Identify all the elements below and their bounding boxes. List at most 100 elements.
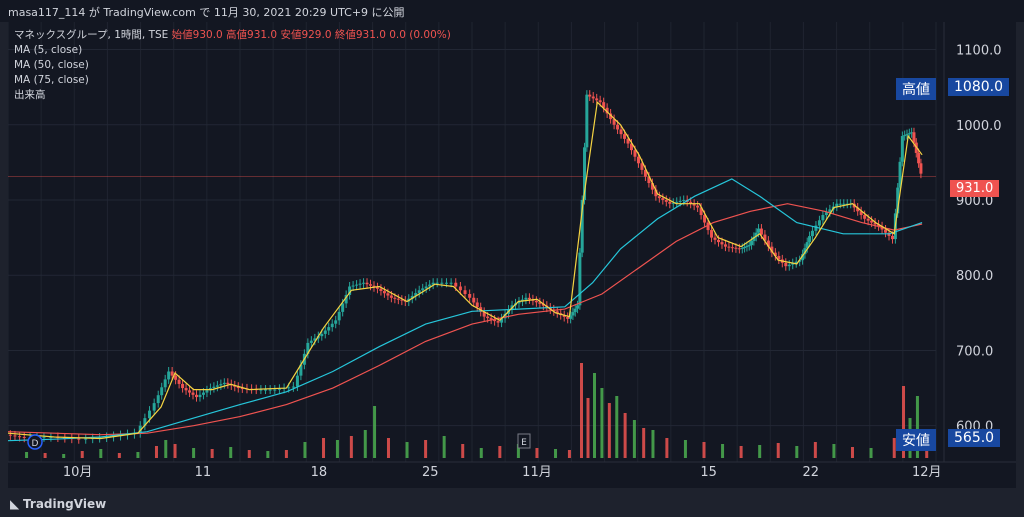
candle-body — [277, 388, 281, 390]
candle-body — [810, 230, 814, 237]
volume-bar — [43, 453, 47, 458]
candle-body — [757, 228, 761, 233]
candle-body — [49, 436, 53, 438]
legend-ma75[interactable]: MA (75, close) — [14, 74, 89, 86]
candle-body — [160, 387, 164, 396]
candle-body — [468, 294, 472, 298]
candle-body — [428, 284, 432, 287]
candle-body — [463, 290, 467, 295]
candle-body — [835, 203, 839, 207]
candle-body — [299, 364, 303, 376]
candle-body — [362, 282, 366, 284]
volume-bar — [902, 386, 906, 458]
volume-bar — [535, 448, 539, 458]
candle-body — [900, 136, 904, 162]
candle-body — [910, 132, 914, 134]
candle-body — [396, 298, 400, 300]
volume-bar — [758, 445, 762, 458]
volume-bar — [405, 442, 409, 458]
candle-body — [524, 297, 528, 300]
candle-body — [191, 392, 195, 395]
candle-body — [163, 379, 167, 388]
candle-body — [859, 211, 863, 216]
candle-body — [431, 282, 435, 285]
candle-body — [205, 390, 209, 393]
volume-bar — [80, 451, 84, 458]
candle-body — [588, 94, 592, 97]
volume-bar — [284, 450, 288, 458]
candle-body — [671, 202, 675, 204]
candle-body — [784, 262, 788, 267]
candle-body — [907, 133, 911, 135]
chart-area[interactable]: マネックスグループ, 1時間, TSE 始値930.0 高値931.0 安値92… — [8, 22, 1016, 488]
candle-body — [828, 209, 832, 213]
candle-body — [805, 242, 809, 249]
volume-bar — [776, 443, 780, 458]
candle-body — [320, 333, 324, 337]
candle-body — [188, 390, 192, 393]
candle-body — [365, 282, 369, 285]
candle-body — [195, 394, 198, 398]
candle-body — [877, 224, 881, 227]
candle-body — [747, 245, 751, 247]
candle-body — [730, 247, 734, 249]
volume-bar — [25, 452, 29, 458]
volume-bar — [117, 453, 121, 458]
candle-body — [472, 297, 476, 303]
volume-bar — [632, 420, 636, 458]
candle-body — [609, 113, 613, 120]
candle-body — [444, 282, 448, 284]
candle-body — [344, 294, 348, 304]
candle-body — [884, 229, 888, 233]
candle-body — [562, 315, 566, 317]
candle-body — [240, 388, 244, 390]
volume-bar — [322, 438, 326, 458]
candle-body — [42, 437, 46, 439]
volume-bar — [915, 396, 919, 458]
ma75-line — [8, 203, 923, 436]
candle-body — [838, 203, 842, 205]
footer: ◣ TradingView — [0, 488, 1024, 517]
volume-bar — [592, 373, 596, 458]
candle-body — [372, 285, 376, 288]
candle-body — [219, 384, 223, 386]
x-tick-label: 25 — [422, 465, 439, 480]
candle-body — [668, 201, 672, 204]
candle-body — [689, 201, 693, 204]
candle-body — [696, 205, 700, 208]
chart-background — [8, 22, 1016, 488]
candle-body — [84, 438, 88, 440]
volume-bar — [869, 448, 873, 458]
candle-body — [268, 389, 272, 391]
publish-info: masa117_114 が TradingView.com で 11月 30, … — [8, 6, 405, 19]
candle-body — [896, 187, 900, 214]
candle-body — [341, 303, 345, 312]
volume-bar — [642, 428, 646, 458]
legend-ma50[interactable]: MA (50, close) — [14, 59, 89, 71]
legend-volume[interactable]: 出来高 — [14, 89, 46, 101]
candle-body — [699, 207, 703, 216]
volume-bar — [373, 406, 377, 458]
x-tick-label: 15 — [700, 465, 717, 480]
volume-bar — [702, 442, 706, 458]
candle-body — [382, 291, 386, 294]
high-value-tag: 1080.0 — [948, 78, 1009, 96]
candle-body — [891, 235, 894, 240]
candle-body — [337, 311, 341, 321]
candle-body — [602, 102, 606, 108]
candle-body — [770, 246, 774, 253]
candle-body — [212, 386, 216, 389]
candle-body — [259, 389, 263, 391]
candle-body — [743, 247, 747, 248]
candle-body — [675, 201, 679, 203]
candle-body — [919, 163, 923, 174]
candle-body — [583, 147, 587, 200]
y-tick-label: 900.0 — [956, 194, 993, 209]
candle-body — [295, 375, 299, 387]
earnings-marker-label: E — [521, 438, 527, 448]
x-tick-label: 11 — [195, 465, 212, 480]
legend-ma5[interactable]: MA (5, close) — [14, 44, 83, 56]
tradingview-logo[interactable]: ◣ TradingView — [10, 497, 106, 511]
candle-body — [773, 252, 777, 257]
